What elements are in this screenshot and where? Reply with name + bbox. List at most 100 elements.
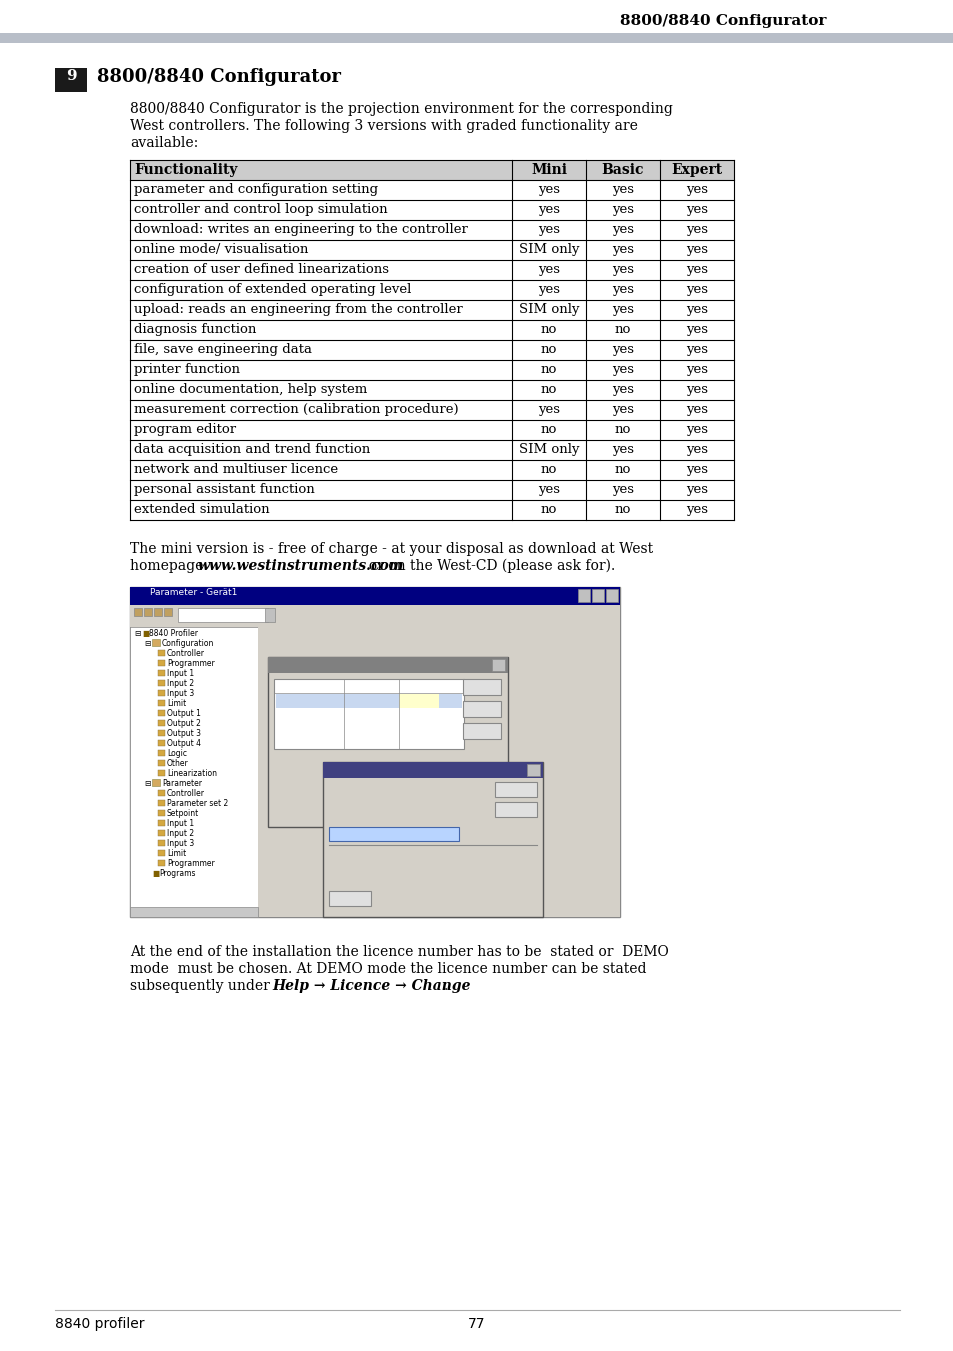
Text: ⊟: ⊟ [144,639,151,648]
Text: Output 2: Output 2 [167,719,201,728]
Text: Programmer: Programmer [167,659,214,667]
Bar [268,657,507,673]
Text: yes: yes [685,503,707,516]
Text: number.: number. [329,800,363,809]
Text: no: no [540,503,557,516]
Bar [578,589,589,603]
Text: yes: yes [612,203,634,216]
Bar [526,765,539,775]
Text: file, save engineering data: file, save engineering data [133,343,312,357]
Text: SIM only: SIM only [518,443,578,457]
Text: yes: yes [612,303,634,316]
Text: yes: yes [537,403,559,416]
Text: Logic: Logic [167,748,187,758]
Bar [492,659,504,671]
Text: yes: yes [685,403,707,416]
Bar [133,608,142,616]
Text: The mini version is - free of charge - at your disposal as download at West: The mini version is - free of charge - a… [130,542,653,557]
Text: SIM only: SIM only [518,303,578,316]
Text: Add: Add [473,703,490,712]
Text: Controller: Controller [167,648,205,658]
Text: yes: yes [685,263,707,276]
Text: yes: yes [612,403,634,416]
Text: 8800/8840 Configurator is the projection environment for the corresponding: 8800/8840 Configurator is the projection… [130,101,672,116]
Text: ⊟: ⊟ [133,630,140,638]
Text: no: no [614,423,631,436]
Text: Setpoint: Setpoint [167,809,199,817]
Text: Help: Help [471,725,492,734]
Text: Output 3: Output 3 [167,730,201,738]
Text: Input 3: Input 3 [167,689,194,698]
Text: no: no [614,323,631,336]
Bar [158,790,165,796]
Bar [158,650,165,657]
Text: Expert: Expert [671,163,721,177]
Text: upload: reads an engineering from the controller: upload: reads an engineering from the co… [133,303,462,316]
Text: WestControl is now being licenced: WestControl is now being licenced [329,782,474,790]
Bar [158,740,165,746]
Text: data acquisition and trend function: data acquisition and trend function [133,443,370,457]
Bar [130,605,619,627]
Bar [158,811,165,816]
Text: homepage: homepage [130,559,212,573]
Text: At the end of the installation the licence number has to be  stated or  DEMO: At the end of the installation the licen… [130,944,668,959]
Bar [130,586,619,917]
Text: configuration of extended operating level: configuration of extended operating leve… [133,282,411,296]
Text: ⊟: ⊟ [144,780,151,788]
Text: yes: yes [537,282,559,296]
Text: yes: yes [612,382,634,396]
Text: no: no [540,463,557,476]
Text: yes: yes [685,382,707,396]
Text: 8840 Profiler: 8840 Profiler [149,630,198,638]
Bar [257,627,619,917]
Text: for You. Please enter Your licence: for You. Please enter Your licence [329,790,468,800]
Text: yes: yes [685,363,707,376]
Text: yes: yes [537,182,559,196]
Text: OK: OK [475,681,488,690]
Text: yes: yes [612,243,634,255]
Text: yes: yes [612,484,634,496]
Text: Product: Product [277,682,310,690]
Text: www.westinstruments.com: www.westinstruments.com [198,559,404,573]
Text: 9: 9 [66,69,76,82]
Text: yes: yes [612,263,634,276]
Bar [152,780,160,786]
Text: 77: 77 [468,1317,485,1331]
Text: Licence'.: Licence'. [329,881,362,890]
Bar [158,670,165,676]
Text: yes: yes [612,182,634,196]
Bar [495,802,537,817]
Text: yes: yes [685,323,707,336]
Bar [130,907,257,917]
Text: Status: Status [349,682,375,690]
Text: ■: ■ [152,869,159,878]
Bar [158,730,165,736]
Text: Limit: Limit [167,698,186,708]
Text: Parameter set 2: Parameter set 2 [167,798,228,808]
Bar [158,761,165,766]
Text: diagnosis function: diagnosis function [133,323,256,336]
Text: x: x [495,659,500,667]
Bar [158,861,165,866]
Text: number at any time under 'Help /: number at any time under 'Help / [329,873,456,882]
Bar [152,639,160,646]
Bar [55,68,87,92]
Text: Programs: Programs [159,869,195,878]
Bar [130,627,257,917]
Text: no: no [614,463,631,476]
Text: yes: yes [685,443,707,457]
Text: SIM only: SIM only [518,243,578,255]
Text: Controller: Controller [167,789,205,798]
Text: Input 3: Input 3 [167,839,194,848]
Text: x: x [530,765,535,774]
Bar [275,694,461,708]
Text: 8840 profiler: 8840 profiler [55,1317,144,1331]
Text: program editor: program editor [133,423,236,436]
Text: Help → Licence → Change: Help → Licence → Change [272,979,470,993]
Text: yes: yes [685,282,707,296]
Text: OK: OK [509,784,522,793]
Text: yes: yes [612,443,634,457]
Bar [158,830,165,836]
Text: Licensing: Licensing [273,658,315,667]
Text: Other: Other [167,759,189,767]
